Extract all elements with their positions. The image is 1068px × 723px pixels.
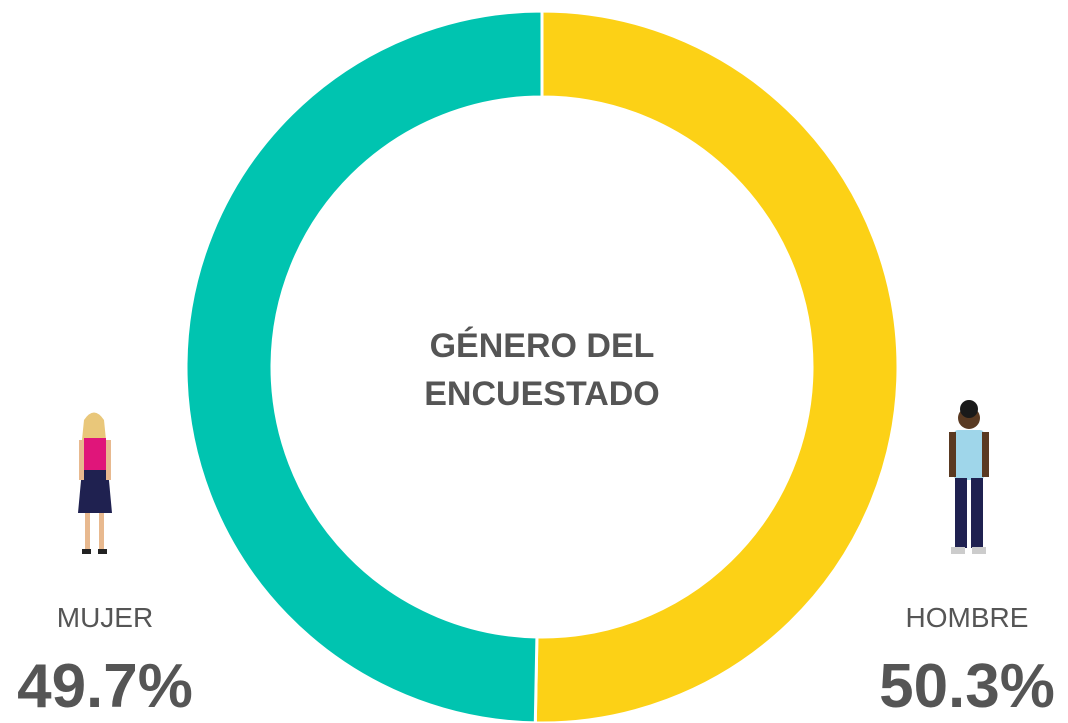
category-label: MUJER — [57, 602, 153, 633]
value-label: 49.7% — [17, 652, 193, 721]
donut-segment — [533, 9, 900, 723]
chart-title: GÉNERO DEL ENCUESTADO — [424, 327, 660, 413]
donut-segment — [184, 9, 544, 723]
value-label: 50.3% — [879, 652, 1055, 721]
man-icon — [949, 400, 989, 554]
woman-icon — [78, 412, 112, 554]
category-label: HOMBRE — [906, 602, 1029, 633]
